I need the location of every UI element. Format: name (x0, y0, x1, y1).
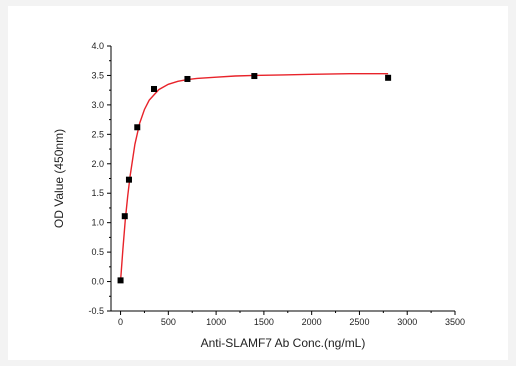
x-tick-label: 2000 (302, 317, 322, 327)
y-tick-label: -0.5 (88, 306, 104, 316)
y-tick-label: 3.0 (91, 100, 104, 110)
y-tick-label: 2.0 (91, 159, 104, 169)
y-tick-label: 3.5 (91, 70, 104, 80)
data-point (125, 176, 132, 183)
y-tick-label: 1.0 (91, 218, 104, 228)
fit-curve (119, 72, 389, 281)
data-point (184, 75, 191, 82)
y-axis: -0.5 0.0 0.5 1.0 1.5 2.0 2.5 3.0 3.5 4.0 (88, 41, 112, 316)
plot-area (117, 72, 392, 284)
data-point (117, 277, 124, 284)
x-tick-label: 2500 (349, 317, 369, 327)
y-axis-title: OD Value (450nm) (52, 129, 66, 228)
data-point (385, 74, 392, 81)
x-tick-label: 1000 (206, 317, 226, 327)
x-tick-label: 3500 (445, 317, 465, 327)
x-tick-label: 0 (118, 317, 123, 327)
x-tick-label: 3000 (397, 317, 417, 327)
x-tick-label: 500 (161, 317, 176, 327)
y-tick-label: 0.0 (91, 277, 104, 287)
data-point (134, 124, 141, 131)
y-tick-label: 2.5 (91, 129, 104, 139)
x-axis-title: Anti-SLAMF7 Ab Conc.(ng/mL) (201, 336, 366, 350)
data-point (251, 73, 258, 80)
x-tick-label: 1500 (254, 317, 274, 327)
y-tick-label: 4.0 (91, 41, 104, 51)
y-tick-label: 0.5 (91, 247, 104, 257)
data-point (121, 213, 128, 220)
data-point (151, 85, 157, 92)
chart-frame: 0 500 1000 1500 2000 2500 3000 3500 -0.5 0.0 0.5 1… (8, 6, 508, 360)
chart: 0 500 1000 1500 2000 2500 3000 3500 -0.5 0.0 0.5 1… (52, 41, 465, 350)
y-tick-label: 1.5 (91, 188, 104, 198)
x-axis: 0 500 1000 1500 2000 2500 3000 3500 (111, 310, 465, 327)
